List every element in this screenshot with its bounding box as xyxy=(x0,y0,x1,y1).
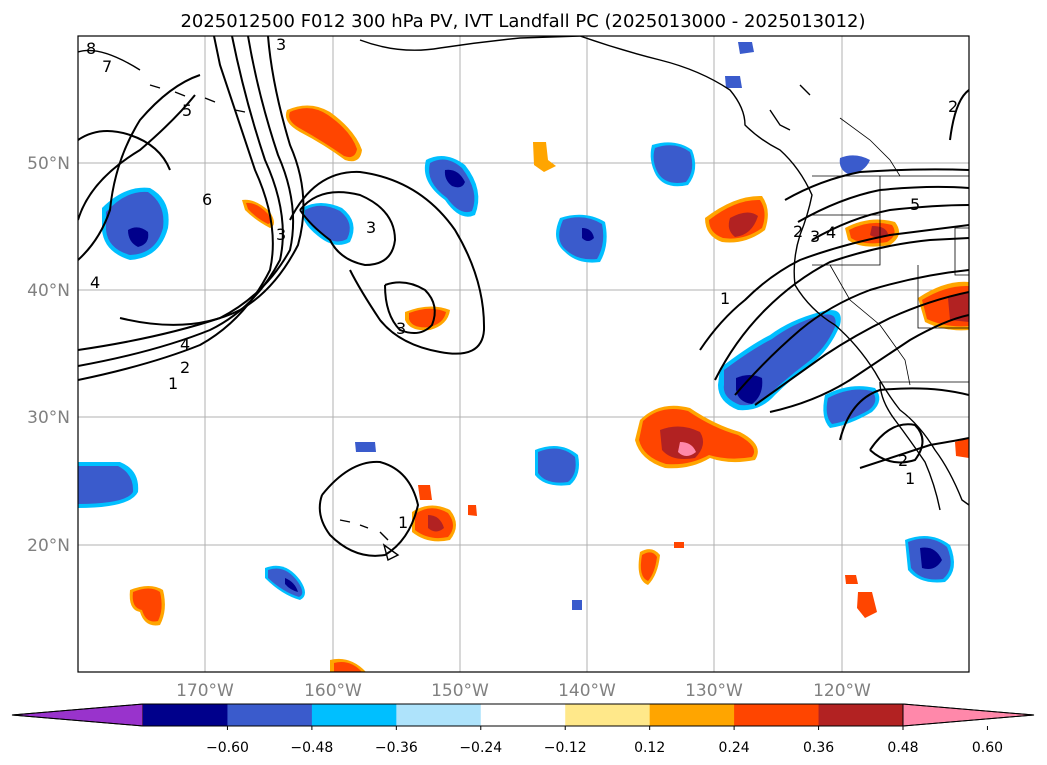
contour-label-5-east: 5 xyxy=(910,195,920,214)
colorbar-segment xyxy=(649,704,735,726)
lat-label-40n: 40°N xyxy=(27,281,70,301)
contour-label-2-ne: 2 xyxy=(948,97,958,116)
lon-label-130w: 130°W xyxy=(685,681,743,701)
positive-pc-regions xyxy=(129,105,969,672)
colorbar-tick-label: 0.36 xyxy=(803,740,834,756)
colorbar-outline xyxy=(11,703,1035,727)
contour-label-1-se: 1 xyxy=(905,469,915,488)
colorbar-segments xyxy=(11,703,1035,727)
map-background xyxy=(78,36,969,672)
contour-label-8: 8 xyxy=(86,39,96,58)
map-frame xyxy=(77,35,970,673)
lon-label-170w: 170°W xyxy=(176,681,234,701)
colorbar-segment xyxy=(818,704,904,726)
lat-label-20n: 20°N xyxy=(27,536,70,556)
contour-label-1-hawaii: 1 xyxy=(398,513,408,532)
contour-labels: 8 7 3 5 6 4 3 3 3 4 2 1 1 1 2 3 4 5 2 2 xyxy=(86,35,958,532)
colorbar-tick-label: −0.48 xyxy=(290,740,333,756)
aleutian-islands xyxy=(78,49,246,113)
colorbar-segment xyxy=(480,704,566,726)
pos-blob-118w-15n xyxy=(857,592,877,618)
colorbar-ticks xyxy=(226,726,988,730)
neg-blob-14n xyxy=(572,600,582,610)
pos-blob-140w-50n xyxy=(533,142,556,172)
neg-blob-ak-small xyxy=(738,42,754,54)
map-title: 2025012500 F012 300 hPa PV, IVT Landfall… xyxy=(180,11,865,32)
lon-label-140w: 140°W xyxy=(558,681,616,701)
latitude-labels: 50°N 40°N 30°N 20°N xyxy=(27,154,70,556)
lon-label-120w: 120°W xyxy=(813,681,871,701)
lat-label-50n: 50°N xyxy=(27,154,70,174)
pos-blob-108w-27n xyxy=(955,438,969,458)
colorbar-extend-low xyxy=(11,703,144,727)
colorbar-tick-label: 0.12 xyxy=(634,740,665,756)
contour-label-3-a: 3 xyxy=(276,225,286,244)
political-boundaries xyxy=(812,117,969,386)
colorbar-tick-label: 0.60 xyxy=(972,740,1003,756)
contour-label-3-b: 3 xyxy=(366,218,376,237)
lon-label-150w: 150°W xyxy=(431,681,489,701)
colorbar-extend-high xyxy=(902,703,1035,727)
contour-label-6: 6 xyxy=(202,190,212,209)
colorbar: −0.60 −0.48 −0.36 −0.24 −0.12 0.12 0.24 0.36 0.4… xyxy=(11,703,1035,756)
colorbar-tick-label: −0.60 xyxy=(206,740,249,756)
longitude-labels: 170°W 160°W 150°W 140°W 130°W 120°W xyxy=(176,681,871,701)
contour-label-1-east: 1 xyxy=(720,289,730,308)
colorbar-tick-label: −0.12 xyxy=(544,740,587,756)
colorbar-segment xyxy=(734,704,820,726)
colorbar-segment xyxy=(227,704,313,726)
hawaii-islands xyxy=(339,519,400,562)
neg-blob-ak-small-2 xyxy=(725,76,742,88)
neg-blob-26n xyxy=(355,442,376,452)
pos-blob-151w-23n xyxy=(468,505,477,516)
colorbar-tick-label: −0.24 xyxy=(459,740,502,756)
contour-label-3-top: 3 xyxy=(276,35,286,54)
pos-blob-119w-17n xyxy=(845,575,858,584)
pos-blob-131w-20n xyxy=(674,542,684,548)
lon-label-160w: 160°W xyxy=(304,681,362,701)
pv-contours xyxy=(78,36,969,557)
contour-label-4: 4 xyxy=(180,335,190,354)
pos-blob-155w-24n xyxy=(418,485,432,500)
colorbar-segment xyxy=(565,704,651,726)
colorbar-tick-label: 0.24 xyxy=(719,740,750,756)
map-panel: 8 7 3 5 6 4 3 3 3 4 2 1 1 1 2 3 4 5 2 2 xyxy=(77,35,970,673)
colorbar-tick-label: −0.36 xyxy=(375,740,418,756)
contour-label-3-east: 3 xyxy=(810,227,820,246)
lat-label-30n: 30°N xyxy=(27,408,70,428)
baja-coast xyxy=(879,381,941,511)
contour-label-3-c: 3 xyxy=(396,319,406,338)
colorbar-segment xyxy=(396,704,482,726)
colorbar-labels: −0.60 −0.48 −0.36 −0.24 −0.12 0.12 0.24 0.36 0.4… xyxy=(206,740,1003,756)
contour-label-7: 7 xyxy=(102,57,112,76)
contour-label-2: 2 xyxy=(180,358,190,377)
bc-islands xyxy=(769,84,811,131)
contour-label-1: 1 xyxy=(168,374,178,393)
contour-label-5: 5 xyxy=(182,101,192,120)
colorbar-segment xyxy=(143,704,228,726)
contour-label-2-se: 2 xyxy=(898,451,908,470)
contour-label-4-left: 4 xyxy=(90,273,100,292)
colorbar-tick-label: 0.48 xyxy=(887,740,918,756)
neg-blob-bc xyxy=(839,155,870,175)
contour-label-4-east: 4 xyxy=(826,223,836,242)
contour-label-2-east: 2 xyxy=(793,222,803,241)
colorbar-segment xyxy=(311,704,397,726)
